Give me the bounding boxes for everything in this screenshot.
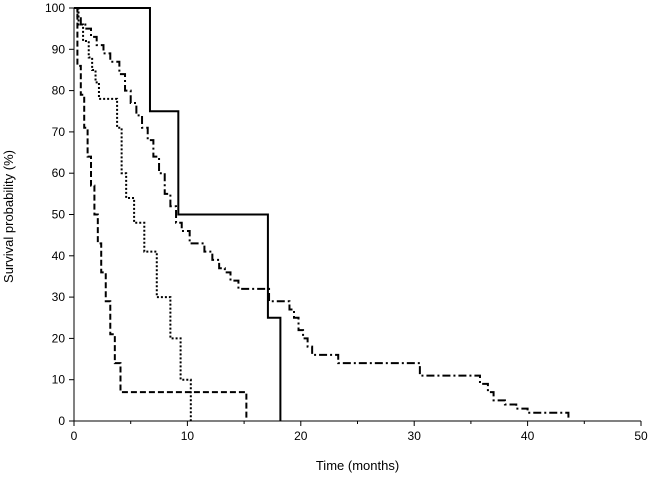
y-tick-label: 100 — [45, 1, 65, 15]
x-tick-label: 10 — [181, 429, 195, 443]
x-tick-label: 50 — [634, 429, 648, 443]
series-dotted-line — [74, 7, 192, 421]
x-tick-label: 30 — [408, 429, 422, 443]
series-dash-dot-line — [74, 7, 570, 421]
series-layer — [74, 7, 570, 421]
x-axis-title: Time (months) — [316, 458, 399, 473]
y-tick-label: 10 — [52, 373, 66, 387]
y-tick-label: 80 — [52, 84, 66, 98]
y-tick-label: 20 — [52, 331, 66, 345]
y-axis-title: Survival probability (%) — [1, 150, 16, 283]
y-tick-label: 50 — [52, 208, 66, 222]
y-tick-label: 0 — [58, 414, 65, 428]
y-tick-label: 40 — [52, 249, 66, 263]
x-tick-label: 40 — [521, 429, 535, 443]
axes-layer — [73, 8, 641, 422]
y-ticks: 0 10 20 30 40 50 60 70 80 90 100 — [45, 1, 74, 428]
y-tick-label: 60 — [52, 166, 66, 180]
series-dashed-line — [74, 7, 248, 421]
y-tick-label: 70 — [52, 125, 66, 139]
x-tick-label: 0 — [71, 429, 78, 443]
series-solid-line — [74, 7, 282, 421]
y-tick-label: 30 — [52, 290, 66, 304]
y-tick-label: 90 — [52, 42, 66, 56]
x-ticks: 0 10 20 30 40 50 — [71, 421, 648, 443]
x-tick-label: 20 — [294, 429, 308, 443]
